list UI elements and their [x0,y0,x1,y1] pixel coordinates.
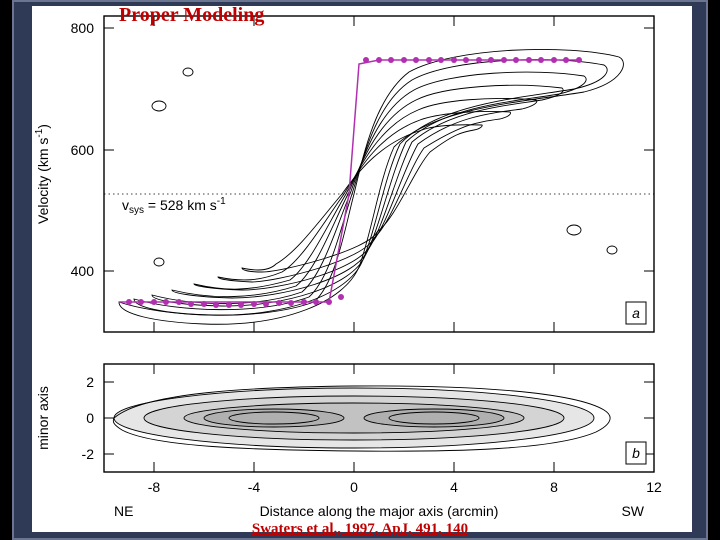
ne-label: NE [114,503,133,519]
top-corner-tag: a [632,305,640,321]
x-tick-labels: -8 -4 0 4 8 12 [148,479,662,495]
slide-root: Proper Modeling { "title": "Proper Model… [0,0,720,540]
top-ytick-600: 600 [71,142,95,158]
top-panel-box [104,16,654,332]
sw-label: SW [621,503,644,519]
top-ytick-800: 800 [71,20,95,36]
figure-svg: 400 600 800 [14,2,710,538]
svg-text:8: 8 [550,479,558,495]
x-axis-label: Distance along the major axis (arcmin) [260,503,499,519]
svg-text:0: 0 [350,479,358,495]
svg-text:-4: -4 [248,479,261,495]
citation: Swaters et al., 1997, ApJ, 491, 140 [14,521,706,538]
svg-text:12: 12 [646,479,662,495]
figure-frame: Proper Modeling { "title": "Proper Model… [12,0,708,540]
bot-ylabel: minor axis [35,386,51,450]
svg-text:4: 4 [450,479,458,495]
slide-title: Proper Modeling [119,4,264,27]
bot-ytick--2: -2 [82,446,95,462]
svg-text:-8: -8 [148,479,161,495]
bot-ytick-0: 0 [86,410,94,426]
bot-ytick-2: 2 [86,374,94,390]
bot-corner-tag: b [632,445,640,461]
top-ytick-400: 400 [71,263,95,279]
top-ylabel: Velocity (km s-1) [34,124,51,224]
